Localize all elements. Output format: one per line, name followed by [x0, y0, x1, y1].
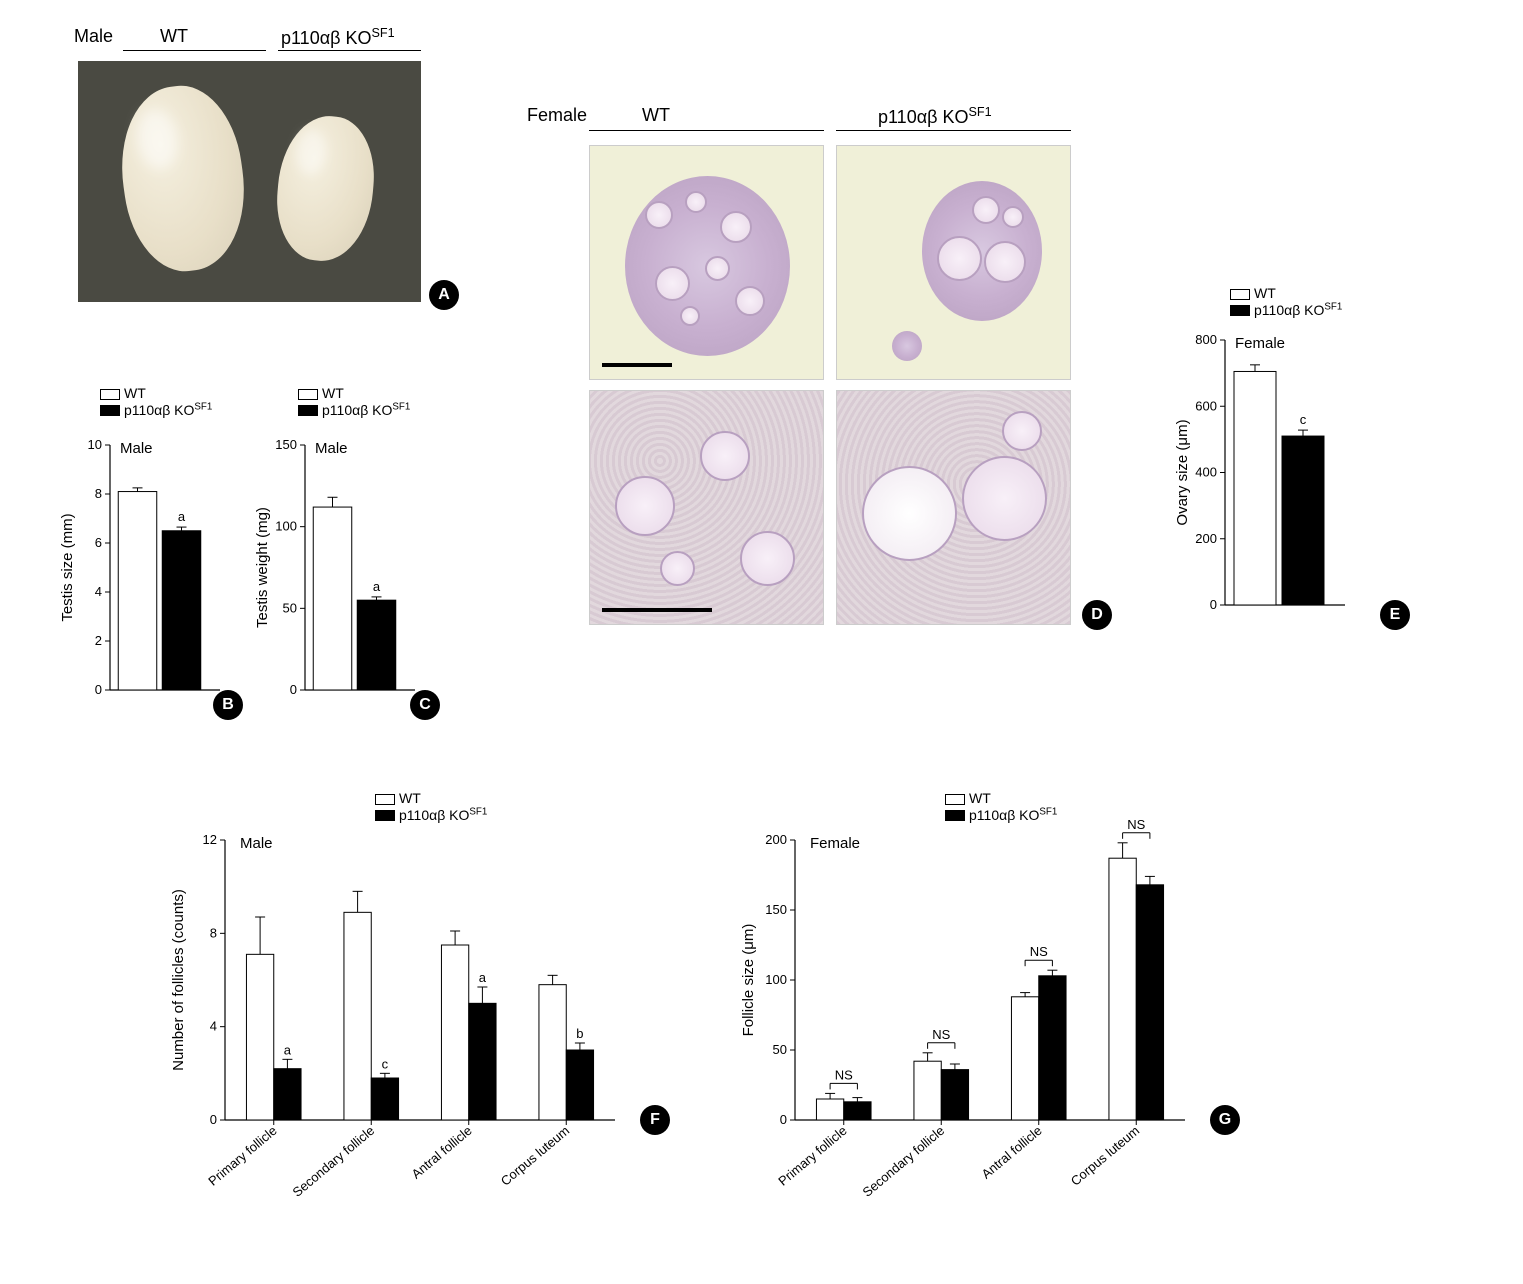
svg-text:0: 0: [290, 682, 297, 697]
svg-text:Ovary size (μm): Ovary size (μm): [1174, 419, 1191, 525]
panel-label-A: A: [429, 280, 459, 310]
histology-wt-low: [589, 145, 824, 380]
svg-text:600: 600: [1195, 398, 1217, 413]
svg-text:800: 800: [1195, 332, 1217, 347]
svg-text:Testis size (mm): Testis size (mm): [59, 513, 76, 621]
testis-ko: [272, 112, 379, 265]
svg-text:Female: Female: [810, 835, 860, 852]
svg-text:50: 50: [283, 600, 297, 615]
svg-text:100: 100: [765, 972, 787, 987]
svg-text:12: 12: [203, 832, 217, 847]
chartE-legend: WT p110αβ KOSF1: [1230, 285, 1342, 318]
panelD-female-label: Female: [527, 105, 587, 126]
panelD-wt-underline: [589, 130, 824, 131]
svg-text:150: 150: [275, 437, 297, 452]
legend-wt-text: WT: [124, 385, 146, 401]
svg-text:Testis weight (mg): Testis weight (mg): [254, 507, 271, 628]
svg-text:6: 6: [95, 535, 102, 550]
histology-ko-low: [836, 145, 1071, 380]
svg-text:200: 200: [765, 832, 787, 847]
svg-text:400: 400: [1195, 465, 1217, 480]
svg-text:Corpus luteum: Corpus luteum: [1068, 1123, 1142, 1189]
svg-text:Corpus luteum: Corpus luteum: [498, 1123, 572, 1189]
testis-wt: [111, 79, 256, 279]
svg-text:Primary follicle: Primary follicle: [775, 1123, 849, 1189]
svg-text:200: 200: [1195, 531, 1217, 546]
panel-label-G: G: [1210, 1105, 1240, 1135]
svg-text:8: 8: [210, 925, 217, 940]
legend-ko-text: p110αβ KOSF1: [124, 402, 212, 418]
svg-text:Male: Male: [240, 835, 273, 852]
svg-text:50: 50: [773, 1042, 787, 1057]
panelD-ko-label: p110αβ KOSF1: [878, 105, 992, 128]
panelA-photo: [78, 61, 421, 302]
svg-text:a: a: [479, 970, 487, 985]
svg-text:Antral follicle: Antral follicle: [979, 1123, 1045, 1182]
svg-text:10: 10: [88, 437, 102, 452]
svg-text:NS: NS: [835, 1067, 853, 1082]
svg-text:c: c: [1300, 412, 1307, 427]
panel-label-D: D: [1082, 600, 1112, 630]
chartE: 0 200 400 600 800 Ovary size (μm) Female c: [1160, 320, 1380, 630]
svg-text:b: b: [576, 1026, 583, 1041]
histology-ko-high: [836, 390, 1071, 625]
svg-text:Follicle size (μm): Follicle size (μm): [740, 924, 757, 1037]
histology-wt-high: [589, 390, 824, 625]
svg-text:150: 150: [765, 902, 787, 917]
chartB: 0 2 4 6 8 10 Testis size (mm) Male a: [55, 425, 245, 720]
legend-swatch-ko: [100, 405, 120, 416]
panelD-ko-underline: [836, 130, 1071, 131]
panelA-ko-label: p110αβ KOSF1: [281, 26, 395, 49]
svg-text:c: c: [382, 1056, 389, 1071]
svg-text:4: 4: [210, 1019, 217, 1034]
svg-text:Female: Female: [1235, 335, 1285, 352]
svg-text:2: 2: [95, 633, 102, 648]
svg-text:Number of follicles (counts): Number of follicles (counts): [170, 889, 187, 1071]
svg-text:a: a: [178, 509, 186, 524]
svg-text:Secondary follicle: Secondary follicle: [859, 1123, 947, 1200]
svg-text:0: 0: [1210, 597, 1217, 612]
svg-text:Secondary follicle: Secondary follicle: [289, 1123, 377, 1200]
svg-text:100: 100: [275, 519, 297, 534]
panel-label-B: B: [213, 690, 243, 720]
svg-text:0: 0: [210, 1112, 217, 1127]
svg-text:NS: NS: [1127, 820, 1145, 832]
panelA-wt-underline: [123, 50, 266, 51]
chartG-legend: WT p110αβ KOSF1: [945, 790, 1057, 823]
chartF-legend: WT p110αβ KOSF1: [375, 790, 487, 823]
legend-swatch-wt: [100, 389, 120, 400]
svg-text:Primary follicle: Primary follicle: [205, 1123, 279, 1189]
chartC: 0 50 100 150 Testis weight (mg) Male a: [250, 425, 440, 720]
svg-text:Male: Male: [120, 440, 153, 457]
panel-label-F: F: [640, 1105, 670, 1135]
panelD-wt-label: WT: [642, 105, 670, 126]
svg-text:a: a: [373, 579, 381, 594]
panelA-male-label: Male: [74, 26, 113, 47]
svg-text:NS: NS: [932, 1027, 950, 1042]
panel-label-C: C: [410, 690, 440, 720]
svg-text:Male: Male: [315, 440, 348, 457]
svg-text:8: 8: [95, 486, 102, 501]
chartG: 0 50 100 150 200 Follicle size (μm) Female NS Pr…: [735, 820, 1245, 1260]
panelA-ko-underline: [278, 50, 421, 51]
chartC-legend: WT p110αβ KOSF1: [298, 385, 410, 418]
panel-label-E: E: [1380, 600, 1410, 630]
svg-text:0: 0: [780, 1112, 787, 1127]
svg-text:Antral follicle: Antral follicle: [409, 1123, 475, 1182]
svg-text:a: a: [284, 1042, 292, 1057]
svg-text:0: 0: [95, 682, 102, 697]
chartB-legend: WT p110αβ KOSF1: [100, 385, 212, 418]
svg-text:4: 4: [95, 584, 102, 599]
panelA-wt-label: WT: [160, 26, 188, 47]
chartF: 0 4 8 12 Number of follicles (counts) Male a Pr…: [165, 820, 675, 1260]
svg-text:NS: NS: [1030, 944, 1048, 959]
